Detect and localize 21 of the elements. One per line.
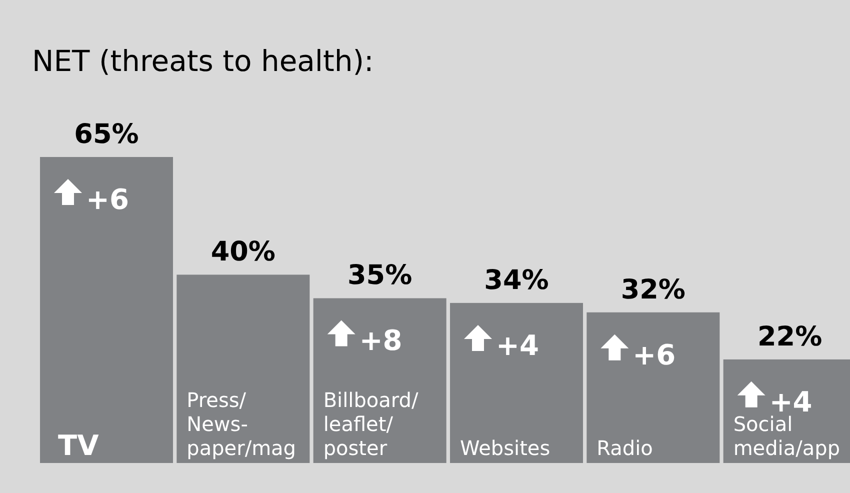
data-label: 40% <box>210 236 276 268</box>
bar <box>40 157 173 463</box>
bar <box>586 312 720 463</box>
annotation: +6 <box>632 338 676 372</box>
bar <box>176 274 310 463</box>
x-tick-label: Websites <box>460 436 550 460</box>
data-label: 22% <box>758 321 822 352</box>
bar <box>313 298 446 463</box>
data-label: 34% <box>484 264 549 296</box>
x-tick-label: Press/ News- paper/mag <box>186 388 296 460</box>
data-label: 35% <box>348 260 412 292</box>
x-tick-label: TV <box>58 429 100 462</box>
bar <box>450 302 583 463</box>
annotation: +6 <box>86 183 129 216</box>
x-tick-label: Billboard/ leaflet/ poster <box>323 388 418 460</box>
data-label: 32% <box>620 274 686 306</box>
data-label: 65% <box>74 119 139 150</box>
annotation: +4 <box>496 328 539 362</box>
chart-title: NET (threats to health): <box>32 44 374 78</box>
annotation: +8 <box>359 324 402 358</box>
x-tick-label: Radio <box>596 436 653 460</box>
